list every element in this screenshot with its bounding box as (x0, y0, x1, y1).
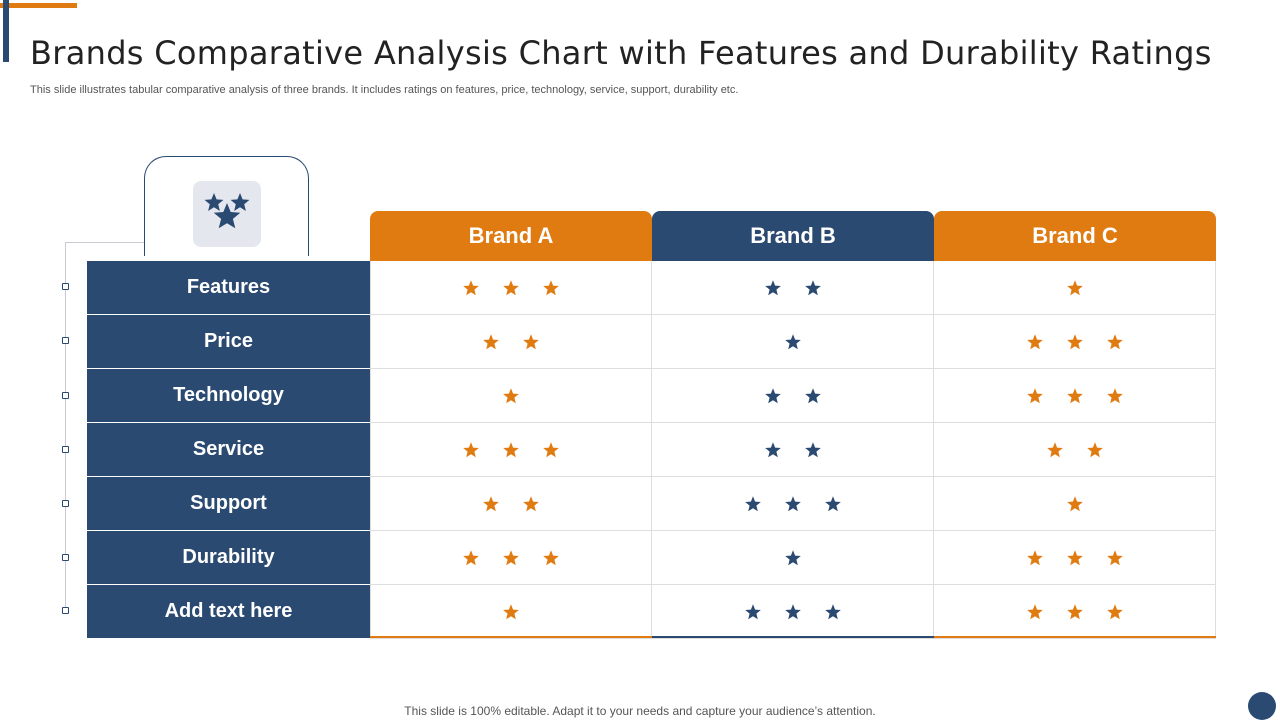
rating-cell (370, 423, 652, 477)
star-icon (744, 603, 761, 619)
rating-cell (652, 423, 934, 477)
row-label: Durability (87, 531, 370, 585)
row-bullet (62, 392, 69, 399)
row-label: Technology (87, 369, 370, 423)
star-icon (523, 495, 539, 511)
star-icon (1026, 387, 1043, 403)
row-bullet (62, 283, 69, 290)
rating-cell (370, 531, 652, 585)
star-icon (804, 441, 821, 457)
star-icon (804, 387, 821, 403)
star-icon (824, 603, 841, 619)
brand-header-b: Brand B (652, 211, 934, 261)
row-label: Support (87, 477, 370, 531)
rating-cell (934, 585, 1216, 639)
row-label: Price (87, 315, 370, 369)
stars-icon-tile (193, 181, 261, 247)
rating-cell (934, 369, 1216, 423)
rating-cell (652, 261, 934, 315)
accent-bar-vertical (3, 0, 9, 62)
star-icon (463, 441, 479, 457)
rating-cell (370, 261, 652, 315)
star-icon (503, 549, 519, 565)
accent-bar-horizontal (0, 3, 77, 8)
star-icon (1106, 549, 1123, 565)
star-icon (1066, 279, 1083, 295)
star-icon (784, 333, 801, 349)
rating-cell (652, 531, 934, 585)
column-base-line (934, 636, 1216, 638)
row-label: Features (87, 261, 370, 315)
star-icon (1106, 603, 1123, 619)
brand-header-a: Brand A (370, 211, 652, 261)
rating-cell (370, 369, 652, 423)
star-icon (483, 333, 499, 349)
star-icon (784, 495, 801, 511)
bracket-line (65, 242, 66, 612)
star-icon (1106, 333, 1123, 349)
star-icon (1026, 549, 1043, 565)
star-icon (1066, 333, 1083, 349)
row-label: Service (87, 423, 370, 477)
rating-cell (652, 585, 934, 639)
star-icon (503, 279, 519, 295)
star-icon (503, 441, 519, 457)
star-icon (1066, 603, 1083, 619)
star-icon (824, 495, 841, 511)
column-base-line (652, 636, 934, 638)
star-icon (764, 387, 781, 403)
brand-header-c: Brand C (934, 211, 1216, 261)
star-icon (1066, 495, 1083, 511)
rating-cell (934, 315, 1216, 369)
star-icon (764, 279, 781, 295)
page-title: Brands Comparative Analysis Chart with F… (30, 34, 1212, 72)
star-icon (483, 495, 499, 511)
rating-cell (370, 585, 652, 639)
row-bullet (62, 446, 69, 453)
stars-icon (204, 193, 250, 229)
star-icon (744, 495, 761, 511)
star-icon (543, 441, 559, 457)
star-icon (1066, 387, 1083, 403)
star-icon (463, 279, 479, 295)
row-bullet (62, 607, 69, 614)
star-icon (1046, 441, 1063, 457)
rating-cell (934, 423, 1216, 477)
column-base-line (370, 636, 652, 638)
row-bullet (62, 337, 69, 344)
star-icon (543, 549, 559, 565)
star-icon (1026, 603, 1043, 619)
star-icon (764, 441, 781, 457)
star-icon (1026, 333, 1043, 349)
star-icon (1106, 387, 1123, 403)
row-label: Add text here (87, 585, 370, 639)
corner-dot (1248, 692, 1276, 720)
star-icon (503, 387, 519, 403)
rating-cell (934, 531, 1216, 585)
rating-cell (652, 315, 934, 369)
rating-cell (934, 477, 1216, 531)
page-subtitle: This slide illustrates tabular comparati… (30, 84, 739, 96)
star-icon (1086, 441, 1103, 457)
footer-note: This slide is 100% editable. Adapt it to… (404, 704, 876, 718)
rating-cell (652, 369, 934, 423)
rating-cell (652, 477, 934, 531)
star-icon (1066, 549, 1083, 565)
row-bullet (62, 554, 69, 561)
star-icon (784, 549, 801, 565)
rating-cell (934, 261, 1216, 315)
star-icon (543, 279, 559, 295)
bracket-line-top (65, 242, 145, 243)
star-icon (523, 333, 539, 349)
star-icon (463, 549, 479, 565)
row-bullet (62, 500, 69, 507)
star-icon (503, 603, 519, 619)
rating-cell (370, 315, 652, 369)
star-icon (804, 279, 821, 295)
rating-cell (370, 477, 652, 531)
star-icon (784, 603, 801, 619)
